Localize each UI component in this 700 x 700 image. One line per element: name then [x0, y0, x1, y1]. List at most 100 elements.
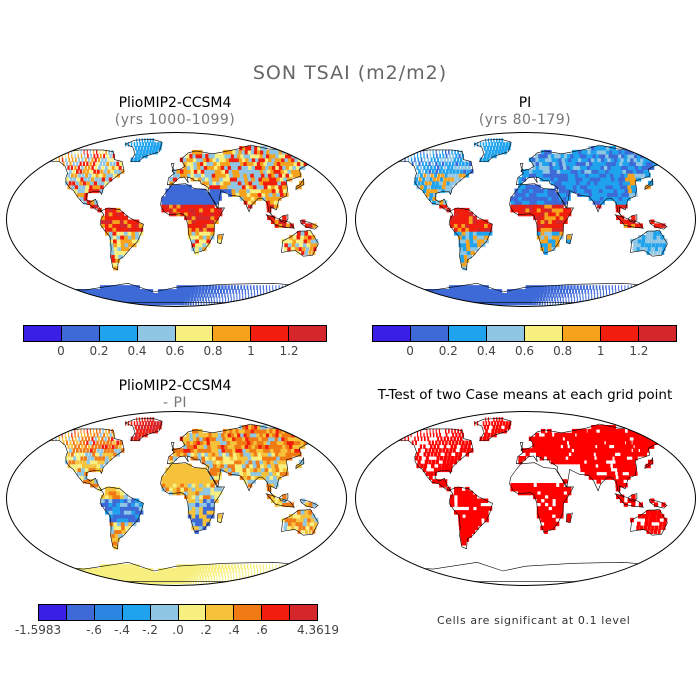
cb2-swatch-7 — [639, 326, 676, 341]
coastline-indonesia — [265, 214, 295, 229]
cb1-swatch-6 — [251, 326, 290, 341]
coastline-samerica — [448, 486, 493, 550]
cb1ticks-label-3: 0.6 — [165, 344, 185, 358]
cb3ticks-label-5: .2 — [200, 623, 212, 637]
coastline-newguinea — [299, 499, 319, 509]
cb2-swatch-5 — [563, 326, 601, 341]
cb1-swatch-1 — [61, 326, 100, 341]
coastline-madagascar — [566, 233, 573, 245]
coastline-namerica — [38, 149, 125, 213]
cb1ticks-label-4: 0.8 — [203, 344, 223, 358]
coastline-madagascar — [217, 233, 224, 245]
coastline-uk — [171, 442, 175, 451]
cb3-swatch-4 — [150, 605, 179, 620]
panel4-title: T-Test of two Case means at each grid po… — [377, 387, 673, 403]
colorbar-pi — [372, 325, 677, 342]
coastline-greenland — [473, 138, 512, 162]
cb3-swatch-7 — [234, 605, 263, 620]
cb3ticks-label-4: .0 — [172, 623, 184, 637]
coastline-borneo — [628, 214, 638, 223]
coastline-namerica — [387, 428, 474, 492]
coastline-samerica — [99, 486, 144, 550]
coastline-africa — [509, 183, 575, 254]
coastline-australia — [281, 508, 319, 536]
map1-border — [6, 132, 347, 307]
coastline-africa — [160, 183, 226, 254]
cb3-swatch-3 — [122, 605, 151, 620]
cb3-swatch-6 — [206, 605, 235, 620]
significance-note: Cells are significant at 0.1 level — [437, 614, 631, 627]
cb1-swatch-4 — [175, 326, 214, 341]
coastline-greenland — [473, 417, 512, 441]
cb3-swatch-2 — [94, 605, 123, 620]
cb2-swatch-1 — [411, 326, 449, 341]
coastline-greenland — [124, 138, 163, 162]
colorbar-difference — [38, 604, 318, 621]
cb2-swatch-6 — [601, 326, 639, 341]
coastline-uk — [520, 442, 524, 451]
cb1-swatch-3 — [137, 326, 176, 341]
coastline-newguinea — [648, 499, 668, 509]
coastline-borneo — [279, 214, 289, 223]
coastline-uk — [520, 163, 524, 172]
cb3ticks-label-1: -.6 — [86, 623, 102, 637]
cb3ticks-label-8: 4.3619 — [297, 623, 339, 637]
cb3-swatch-0 — [39, 605, 67, 620]
coastline-borneo — [279, 493, 289, 502]
cb3-swatch-8 — [262, 605, 291, 620]
coastline-australia — [281, 229, 319, 257]
cb2-swatch-3 — [487, 326, 525, 341]
panel2-title: PI — [518, 95, 532, 111]
cb1-swatch-2 — [99, 326, 138, 341]
map3-border — [6, 411, 347, 586]
cb1ticks-label-0: 0 — [57, 344, 65, 358]
cb2ticks-label-6: 1.2 — [629, 344, 649, 358]
panel1-title: PlioMIP2-CCSM4 — [118, 95, 232, 111]
panel2-subtitle: (yrs 80-179) — [478, 112, 572, 128]
cb2ticks-label-0: 0 — [406, 344, 414, 358]
cb1ticks-label-1: 0.2 — [89, 344, 109, 358]
cb2-swatch-2 — [449, 326, 487, 341]
coastline-indonesia — [614, 214, 644, 229]
panel3-subtitle: - PI — [162, 395, 188, 411]
map4-land-cells — [391, 417, 685, 546]
coastline-africa — [160, 462, 226, 533]
cb3-swatch-5 — [178, 605, 207, 620]
coastline-eurasia — [167, 144, 325, 219]
cb1ticks-label-6: 1.2 — [279, 344, 299, 358]
cb1ticks-label-5: 1 — [247, 344, 255, 358]
cb2ticks-label-4: 0.8 — [553, 344, 573, 358]
cb2-swatch-4 — [525, 326, 563, 341]
map-panel-difference — [6, 411, 347, 586]
coastline-madagascar — [566, 512, 573, 524]
coastline-japan — [644, 456, 654, 470]
map2-border — [355, 132, 696, 307]
coastline-antarctica — [383, 561, 669, 582]
figure-title: SON TSAI (m2/m2) — [252, 62, 448, 84]
coastline-australia — [630, 508, 668, 536]
cb2ticks-label-2: 0.4 — [476, 344, 496, 358]
coastline-eurasia — [516, 144, 674, 219]
cb2ticks-label-5: 1 — [596, 344, 605, 358]
cb3ticks-label-3: -.2 — [142, 623, 158, 637]
cb2ticks-label-3: 0.6 — [514, 344, 535, 358]
cb1-swatch-7 — [289, 326, 326, 341]
cb1ticks-label-2: 0.4 — [127, 344, 147, 358]
coastline-samerica — [99, 207, 144, 271]
coastline-madagascar — [217, 512, 224, 524]
coastline-newguinea — [648, 220, 668, 230]
coastline-namerica — [38, 428, 125, 492]
cb3-swatch-9 — [290, 605, 318, 620]
coastline-indonesia — [614, 493, 644, 508]
panel1-subtitle: (yrs 1000-1099) — [114, 112, 236, 128]
cb3-swatch-1 — [66, 605, 95, 620]
coastline-japan — [644, 177, 654, 191]
cb2ticks-label-1: 0.2 — [438, 344, 458, 358]
map-panel-pi — [355, 132, 696, 307]
coastline-samerica — [448, 207, 493, 271]
cb3ticks-label-2: -.4 — [114, 623, 130, 637]
cb3ticks-label-6: .4 — [228, 623, 240, 637]
coastline-antarctica — [34, 282, 320, 303]
coastline-uk — [171, 163, 175, 172]
coastline-japan — [295, 456, 305, 470]
